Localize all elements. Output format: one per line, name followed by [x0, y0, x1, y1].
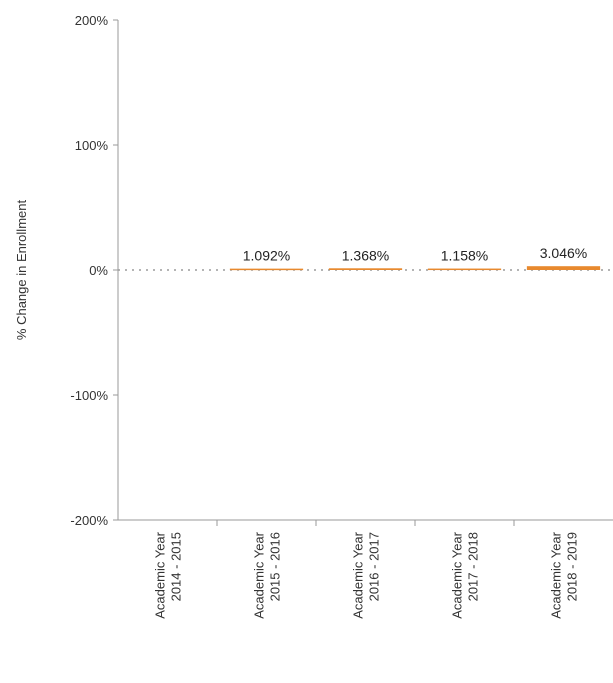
bar-value-label: 1.368%: [342, 247, 389, 263]
bar: [526, 266, 601, 270]
x-tick-label: Academic Year 2014 - 2015: [153, 531, 184, 618]
bar-value-label: 1.158%: [441, 248, 488, 264]
x-tick-label-line: Academic Year: [549, 531, 564, 618]
x-tick-label-line: Academic Year: [450, 531, 465, 618]
y-axis: 200% 100% 0% -100% -200%: [70, 13, 119, 528]
x-tick-label-line: 2016 - 2017: [367, 532, 382, 601]
x-tick-label-line: Academic Year: [252, 531, 267, 618]
y-tick-label: 200%: [75, 13, 109, 28]
x-tick-label: Academic Year 2018 - 2019: [549, 531, 580, 618]
bar: [427, 268, 502, 271]
x-tick-label-line: 2017 - 2018: [466, 532, 481, 601]
bar-value-label: 1.092%: [243, 248, 290, 264]
x-tick-label-line: 2015 - 2016: [268, 532, 283, 601]
x-tick-label: Academic Year 2015 - 2016: [252, 531, 283, 618]
y-tick-label: -100%: [70, 388, 108, 403]
x-tick-label: Academic Year 2017 - 2018: [450, 531, 481, 618]
x-tick-label-line: 2018 - 2019: [565, 532, 580, 601]
y-axis-title: % Change in Enrollment: [14, 200, 29, 341]
x-axis: Academic Year 2014 - 2015 Academic Year 201…: [118, 519, 613, 619]
bar: [229, 268, 304, 271]
data-labels: 1.092% 1.368% 1.158% 3.046%: [243, 245, 587, 263]
x-tick-label-line: Academic Year: [351, 531, 366, 618]
bar-value-label: 3.046%: [540, 245, 587, 261]
x-tick-label-line: 2014 - 2015: [169, 532, 184, 601]
x-tick-label-line: Academic Year: [153, 531, 168, 618]
y-tick-label: -200%: [70, 513, 108, 528]
x-tick-label: Academic Year 2016 - 2017: [351, 531, 382, 618]
bar: [328, 268, 403, 270]
bars: [229, 266, 601, 271]
y-tick-label: 100%: [75, 138, 109, 153]
y-tick-label: 0%: [89, 263, 108, 278]
